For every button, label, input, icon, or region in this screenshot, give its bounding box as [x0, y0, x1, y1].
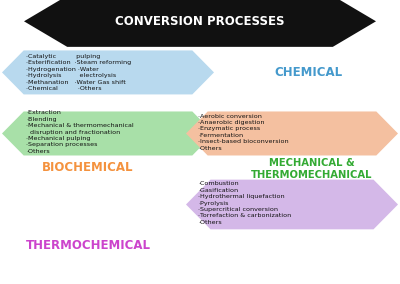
Text: ·Extraction
·Blending
·Mechanical & thermomechanical
  disruption and fractionat: ·Extraction ·Blending ·Mechanical & ther… — [26, 110, 134, 154]
Text: ·Catalytic          pulping
·Esterification  ·Steam reforming
·Hydrogenation ·Wa: ·Catalytic pulping ·Esterification ·Stea… — [26, 54, 131, 91]
Text: CHEMICAL: CHEMICAL — [274, 66, 342, 79]
Text: BIOCHEMICAL: BIOCHEMICAL — [42, 161, 134, 174]
Text: ·Combustion
·Gasification
·Hydrothermal liquefaction
·Pyrolysis
·Supercritical c: ·Combustion ·Gasification ·Hydrothermal … — [198, 181, 291, 225]
Polygon shape — [2, 51, 214, 94]
Polygon shape — [186, 179, 398, 229]
Polygon shape — [24, 0, 376, 47]
Text: THERMOCHEMICAL: THERMOCHEMICAL — [26, 239, 150, 252]
Text: CONVERSION PROCESSES: CONVERSION PROCESSES — [115, 15, 285, 28]
Polygon shape — [186, 111, 398, 156]
Text: ·Aerobic conversion
·Anaerobic digestion
·Enzymatic process
·Fermentation
·Insec: ·Aerobic conversion ·Anaerobic digestion… — [198, 114, 289, 151]
Polygon shape — [2, 111, 214, 156]
Text: MECHANICAL &
THERMOMECHANICAL: MECHANICAL & THERMOMECHANICAL — [251, 158, 373, 179]
